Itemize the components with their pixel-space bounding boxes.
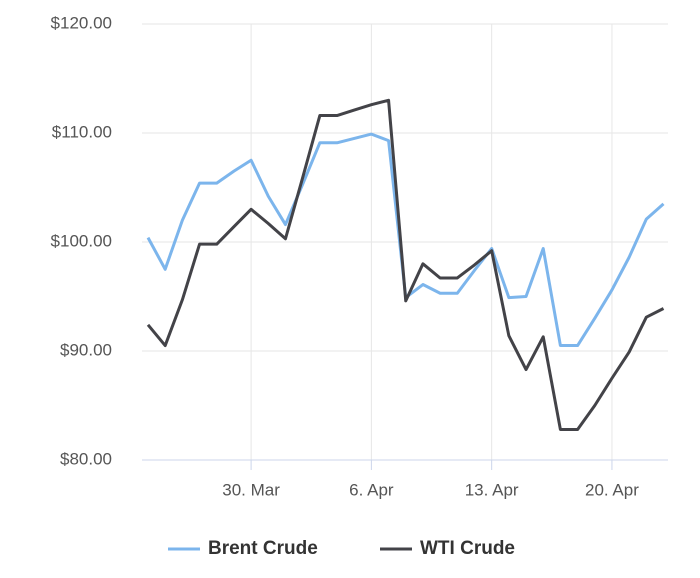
- y-tick-label: $90.00: [60, 340, 112, 359]
- x-tick-label: 13. Apr: [465, 480, 519, 499]
- y-tick-label: $100.00: [51, 231, 112, 250]
- series-line: [146, 98, 665, 431]
- series-line: [146, 132, 665, 348]
- y-tick-label: $120.00: [51, 13, 112, 32]
- y-tick-label: $110.00: [52, 122, 112, 141]
- x-tick-label: 30. Mar: [222, 480, 280, 499]
- legend-label: Brent Crude: [208, 538, 318, 559]
- x-tick-label: 6. Apr: [349, 480, 394, 499]
- y-tick-label: $80.00: [60, 449, 112, 468]
- legend-label: WTI Crude: [420, 538, 515, 559]
- x-tick-label: 20. Apr: [585, 480, 639, 499]
